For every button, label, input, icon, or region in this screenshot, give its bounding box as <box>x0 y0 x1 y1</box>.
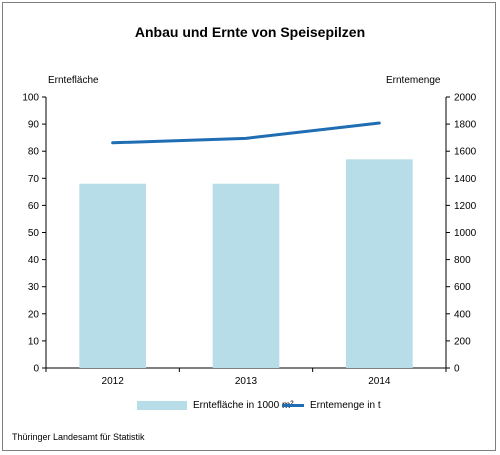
y-tick-label-right: 0 <box>454 364 460 375</box>
bar <box>346 159 413 368</box>
line-series <box>113 123 380 143</box>
y-tick-label-left: 100 <box>22 93 39 104</box>
legend-swatch-bar <box>137 401 187 410</box>
y-tick-label-right: 1600 <box>454 147 477 158</box>
legend-item-line: Erntemenge in t <box>282 400 381 411</box>
y-tick-label-right: 200 <box>454 336 471 347</box>
y-tick-label-right: 1800 <box>454 120 477 131</box>
y-tick-label-right: 1200 <box>454 201 477 212</box>
x-tick-label: 2014 <box>368 376 391 387</box>
y-tick-label-left: 50 <box>28 228 40 239</box>
source-note: Thüringer Landesamt für Statistik <box>12 432 145 442</box>
legend-label-bar: Erntefläche in 1000 m² <box>193 400 294 411</box>
legend-item-bar: Erntefläche in 1000 m² <box>137 400 294 411</box>
y-tick-label-right: 2000 <box>454 93 477 104</box>
y-tick-label-left: 30 <box>28 282 40 293</box>
y-tick-label-left: 70 <box>28 174 40 185</box>
y-tick-label-left: 90 <box>28 120 40 131</box>
y-tick-label-left: 20 <box>28 309 40 320</box>
legend-swatch-line <box>282 404 304 407</box>
y-tick-label-right: 1000 <box>454 228 477 239</box>
y-tick-label-right: 600 <box>454 282 471 293</box>
x-tick-label: 2012 <box>102 376 125 387</box>
y-tick-label-left: 10 <box>28 336 40 347</box>
y-tick-label-left: 0 <box>33 364 39 375</box>
y-tick-label-left: 80 <box>28 147 40 158</box>
legend-label-line: Erntemenge in t <box>310 400 381 411</box>
y-tick-label-right: 800 <box>454 255 471 266</box>
y-tick-label-right: 400 <box>454 309 471 320</box>
x-tick-label: 2013 <box>235 376 258 387</box>
bar <box>79 184 146 368</box>
bar <box>213 184 280 368</box>
y-tick-label-right: 1400 <box>454 174 477 185</box>
y-tick-label-left: 40 <box>28 255 40 266</box>
y-tick-label-left: 60 <box>28 201 40 212</box>
legend: Erntefläche in 1000 m² Erntemenge in t <box>0 400 500 414</box>
